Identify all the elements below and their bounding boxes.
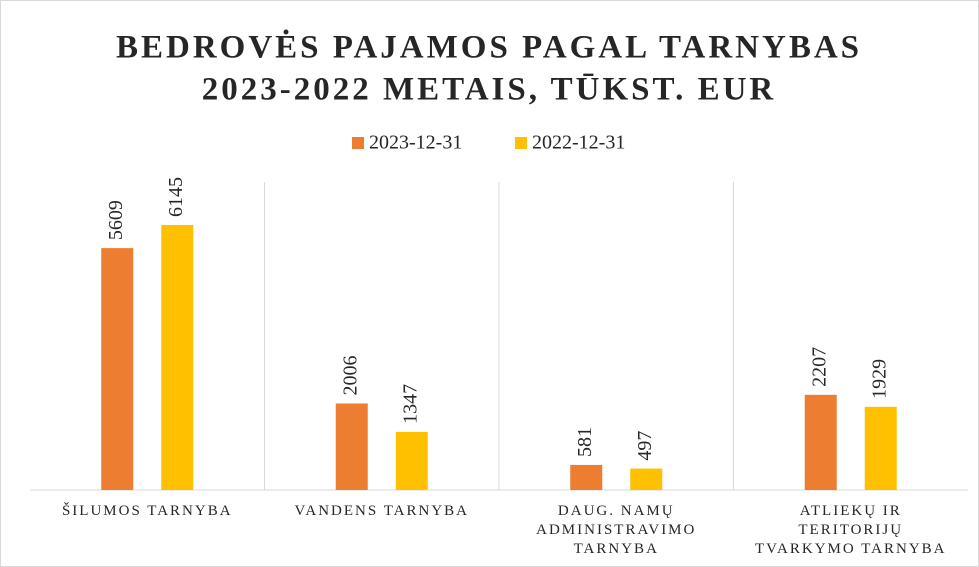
x-tick-label: ATLIEKŲ IR TERITORIJŲ TVARKYMO TARNYBA <box>755 503 947 557</box>
legend-label: 2023-12-31 <box>369 132 462 154</box>
data-label: 5609 <box>105 200 127 240</box>
chart-title: 2023-2022 METAIS, TŪKST. EUR <box>202 72 777 108</box>
data-label: 6145 <box>165 177 187 217</box>
bar <box>101 248 134 490</box>
data-label: 1347 <box>399 384 421 424</box>
bar <box>335 403 368 490</box>
x-tick-label: DAUG. NAMŲ ADMINISTRAVIMO TARNYBA <box>536 503 696 557</box>
bar <box>570 464 603 490</box>
legend-swatch <box>515 137 527 149</box>
bar <box>630 468 663 490</box>
data-label: 497 <box>634 431 656 461</box>
x-tick-label: ŠILUMOS TARNYBA <box>62 502 233 519</box>
data-label: 1929 <box>868 359 890 399</box>
bar <box>161 225 194 490</box>
legend-label: 2022-12-31 <box>532 132 625 154</box>
legend-swatch <box>352 137 364 149</box>
bar <box>395 431 428 490</box>
data-label: 2006 <box>339 355 361 395</box>
bar <box>864 406 897 490</box>
data-label: 581 <box>574 427 596 457</box>
chart-title: BEDROVĖS PAJAMOS PAGAL TARNYBAS <box>116 28 862 66</box>
x-tick-label: VANDENS TARNYBA <box>294 503 469 519</box>
data-label: 2207 <box>808 347 830 387</box>
bar <box>804 394 837 490</box>
